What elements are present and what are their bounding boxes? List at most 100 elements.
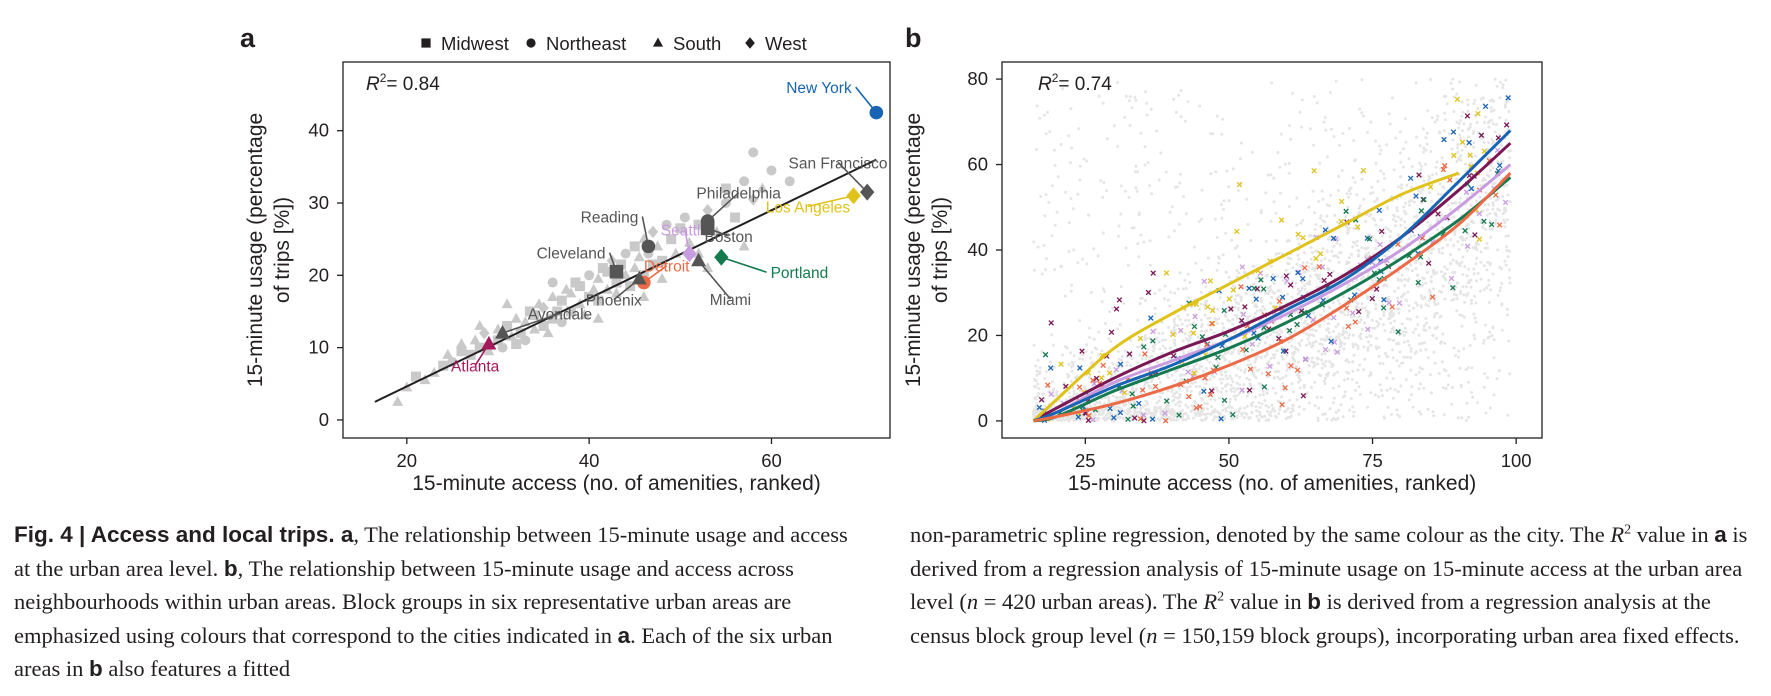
caption-text: = 150,159 block groups), incorporating u… bbox=[1157, 622, 1740, 648]
block-group-point bbox=[1171, 394, 1175, 398]
block-group-point bbox=[1469, 219, 1473, 223]
block-group-point bbox=[1403, 284, 1407, 288]
block-group-point bbox=[1293, 329, 1297, 333]
block-group-point bbox=[1493, 130, 1497, 134]
block-group-point bbox=[1143, 145, 1147, 149]
block-group-point bbox=[1186, 100, 1190, 104]
block-group-point bbox=[1103, 416, 1107, 420]
block-group-point bbox=[1230, 238, 1234, 242]
block-group-point bbox=[1105, 189, 1108, 193]
block-group-point bbox=[1405, 183, 1409, 187]
block-group-point bbox=[1106, 410, 1110, 414]
caption-text: value in bbox=[1631, 522, 1715, 547]
city-block-group-point bbox=[1148, 315, 1154, 321]
block-group-point bbox=[1409, 368, 1413, 372]
block-group-point bbox=[1144, 90, 1147, 94]
block-group-point bbox=[1259, 300, 1263, 303]
block-group-point bbox=[1483, 246, 1487, 250]
block-group-point bbox=[1463, 265, 1467, 268]
block-group-point bbox=[1366, 346, 1370, 350]
city-label-cleveland: Cleveland bbox=[537, 246, 606, 263]
block-group-point bbox=[1476, 401, 1479, 405]
block-group-point bbox=[1351, 405, 1355, 409]
block-group-point bbox=[1137, 211, 1141, 215]
block-group-point bbox=[1471, 246, 1475, 250]
block-group-point bbox=[1418, 382, 1422, 386]
x-axis-label: 15-minute access (no. of amenities, rank… bbox=[412, 472, 821, 495]
block-group-point bbox=[1439, 341, 1443, 345]
block-group-point bbox=[1256, 418, 1260, 421]
block-group-point bbox=[1369, 373, 1373, 377]
city-block-group-point bbox=[1475, 110, 1481, 117]
background-city-point bbox=[492, 335, 503, 346]
city-block-group-point bbox=[1239, 387, 1245, 393]
block-group-point bbox=[1107, 337, 1111, 341]
block-group-point bbox=[1220, 373, 1224, 377]
block-group-point bbox=[1503, 210, 1507, 214]
caption-text: also features a fitted bbox=[102, 656, 291, 681]
block-group-point bbox=[1172, 229, 1176, 233]
block-group-point bbox=[1482, 288, 1486, 292]
block-group-point bbox=[1392, 329, 1396, 333]
block-group-point bbox=[1422, 328, 1426, 332]
block-group-point bbox=[1278, 328, 1282, 332]
block-group-point bbox=[1116, 81, 1120, 85]
block-group-point bbox=[1258, 410, 1261, 414]
block-group-point bbox=[1374, 307, 1378, 311]
block-group-point bbox=[1265, 335, 1269, 339]
block-group-point bbox=[1474, 262, 1478, 266]
block-group-point bbox=[1206, 316, 1210, 320]
block-group-point bbox=[1504, 263, 1508, 267]
block-group-point bbox=[1482, 140, 1486, 144]
block-group-point bbox=[1162, 358, 1166, 362]
block-group-point bbox=[1128, 407, 1132, 411]
block-group-point bbox=[1493, 77, 1497, 81]
block-group-point bbox=[1415, 273, 1419, 277]
block-group-point bbox=[1183, 332, 1187, 336]
block-group-point bbox=[1281, 376, 1285, 380]
block-group-point bbox=[1337, 260, 1341, 264]
block-group-point bbox=[1325, 214, 1329, 218]
block-group-point bbox=[1184, 403, 1188, 407]
block-group-point bbox=[1434, 165, 1438, 169]
block-group-point bbox=[1469, 161, 1473, 165]
block-group-point bbox=[1431, 334, 1435, 338]
block-group-point bbox=[1264, 418, 1268, 422]
city-block-group-point bbox=[1137, 416, 1144, 422]
figure-caption-left: Fig. 4 | Access and local trips. a, The … bbox=[14, 518, 849, 686]
block-group-point bbox=[1366, 348, 1370, 352]
block-group-point bbox=[1143, 334, 1147, 338]
city-block-group-point bbox=[1251, 330, 1257, 336]
block-group-point bbox=[1243, 343, 1247, 347]
block-group-point bbox=[1135, 410, 1139, 414]
leader-line bbox=[707, 192, 740, 222]
block-group-point bbox=[1489, 163, 1492, 167]
block-group-point bbox=[1184, 212, 1188, 216]
block-group-point bbox=[1202, 412, 1206, 416]
block-group-point bbox=[1134, 98, 1138, 102]
block-group-point bbox=[1134, 164, 1138, 168]
block-group-point bbox=[1179, 172, 1183, 176]
block-group-point bbox=[1104, 407, 1108, 411]
block-group-point bbox=[1314, 329, 1318, 333]
block-group-point bbox=[1418, 366, 1422, 370]
block-group-point bbox=[1337, 251, 1341, 255]
city-block-group-point bbox=[1150, 270, 1156, 276]
block-group-point bbox=[1470, 391, 1473, 394]
block-group-point bbox=[1222, 207, 1225, 211]
block-group-point bbox=[1147, 411, 1151, 415]
block-group-point bbox=[1449, 238, 1453, 242]
block-group-point bbox=[1415, 214, 1418, 218]
block-group-point bbox=[1192, 364, 1196, 368]
y-tick-label: 10 bbox=[308, 337, 329, 358]
block-group-point bbox=[1258, 405, 1262, 409]
block-group-point bbox=[1223, 357, 1227, 361]
block-group-point bbox=[1134, 186, 1138, 190]
block-group-point bbox=[1206, 402, 1210, 406]
block-group-point bbox=[1391, 377, 1395, 381]
block-group-point bbox=[1169, 409, 1173, 412]
block-group-point bbox=[1496, 293, 1500, 297]
city-block-group-point bbox=[1448, 275, 1455, 282]
block-group-point bbox=[1460, 237, 1464, 241]
block-group-point bbox=[1419, 412, 1423, 416]
